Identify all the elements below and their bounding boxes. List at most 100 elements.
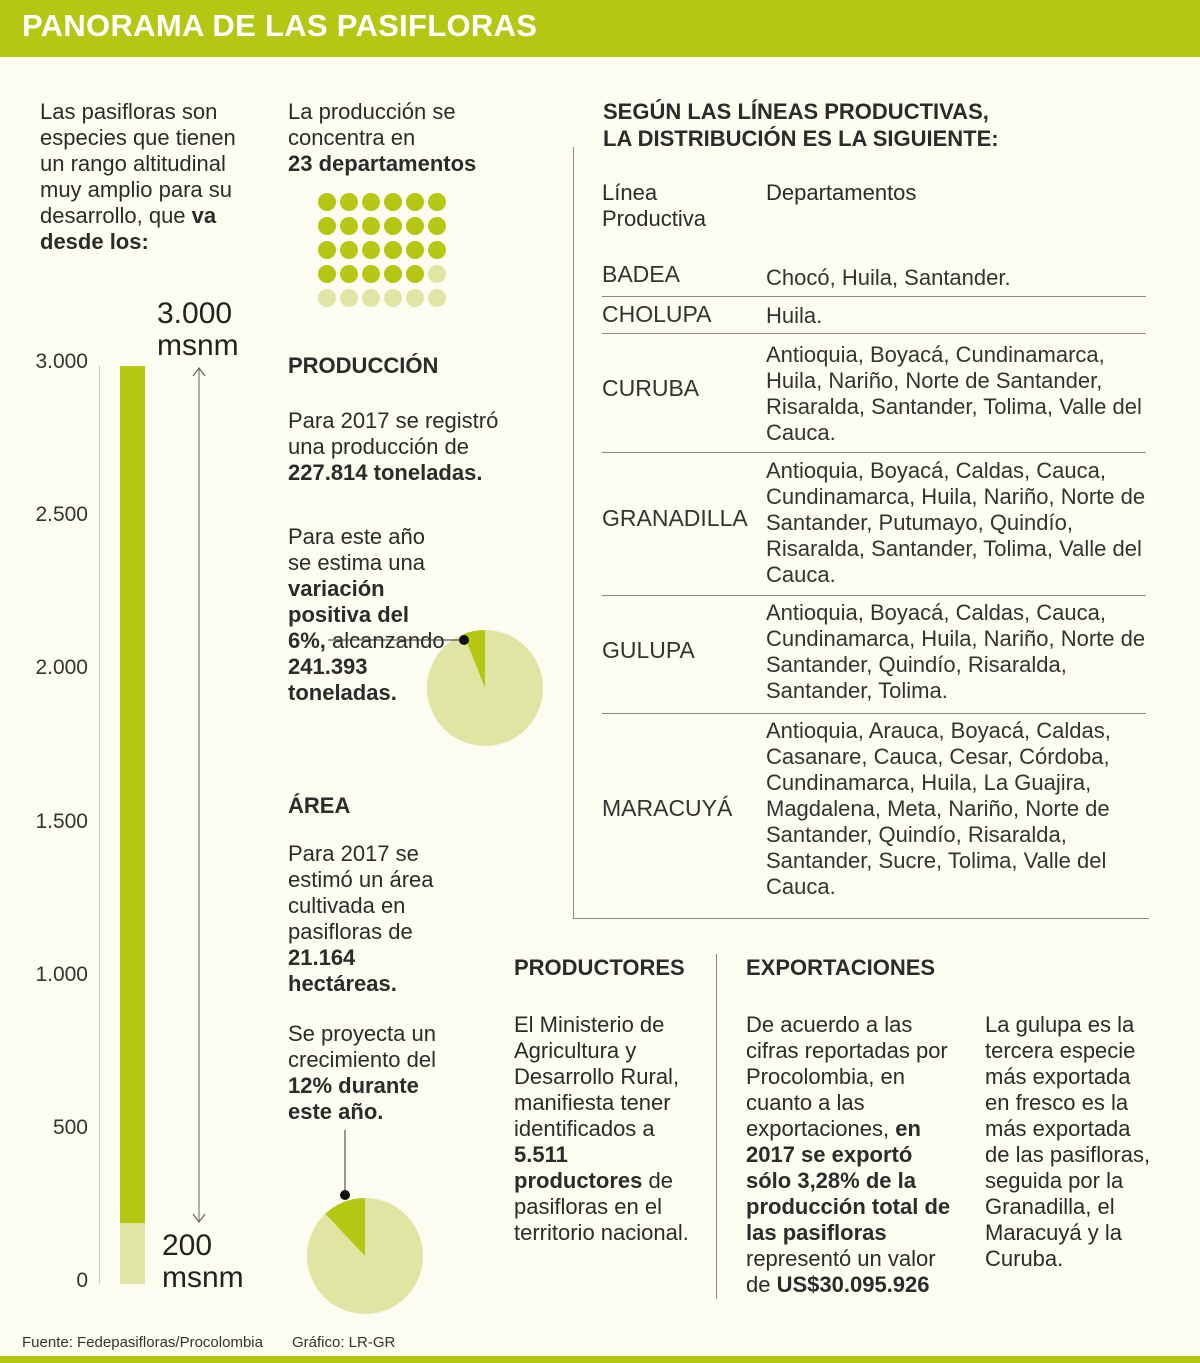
scale-tick: 1.500: [35, 810, 88, 833]
department-dot: [362, 241, 380, 259]
table-row-line: GULUPA: [602, 637, 695, 663]
department-dot: [340, 265, 358, 283]
scale-tick: 0: [76, 1269, 88, 1292]
footer-graphic: Gráfico: LR-GR: [292, 1334, 396, 1351]
department-dot: [428, 241, 446, 259]
department-dot: [406, 241, 424, 259]
area-pie-slice: [325, 1198, 365, 1256]
altitude-range-arrow: [192, 367, 206, 1223]
department-dot: [318, 217, 336, 235]
production-p2-plain: Para este año se estima una: [288, 524, 425, 575]
department-dot: [406, 193, 424, 211]
production-pie-slice: [463, 630, 485, 688]
area-text-projection: Se proyecta un crecimiento del 12% duran…: [288, 1021, 468, 1125]
area-p2-plain: Se proyecta un crecimiento del: [288, 1021, 436, 1072]
exports-plain: De acuerdo a las cifras reportadas por P…: [746, 1012, 948, 1141]
department-dots: [318, 193, 458, 313]
production-p2-bold: variación positiva del: [288, 576, 410, 627]
department-dot: [384, 193, 402, 211]
table-row-departments: Chocó, Huila, Santander.: [766, 265, 1011, 290]
area-pie: [307, 1130, 423, 1314]
area-heading: ÁREA: [288, 793, 351, 818]
scale-tick: 2.000: [35, 656, 88, 679]
department-dot: [318, 241, 336, 259]
page-title: PANORAMA DE LAS PASIFLORAS: [22, 8, 538, 43]
producers-plain2: de pasifloras en el territorio nacional.: [514, 1168, 689, 1245]
column-divider: [716, 954, 717, 1299]
table-header-departments: Departamentos: [766, 180, 917, 205]
altitude-max-unit: msnm: [157, 329, 239, 362]
scale-tick: 3.000: [35, 350, 88, 373]
altitude-base-bar: [120, 1223, 145, 1284]
department-dot: [406, 265, 424, 283]
producers-bold: 5.511 productores: [514, 1142, 643, 1193]
table-bottom-border: [573, 918, 1149, 919]
department-dot: [362, 265, 380, 283]
altitude-range-bar: [120, 366, 145, 1223]
production-p1-plain: Para 2017 se registró una producción de: [288, 408, 499, 459]
table-row-divider: [602, 452, 1146, 453]
footer-source: Fuente: Fedepasifloras/Procolombia: [22, 1334, 263, 1351]
exports-text: De acuerdo a las cifras reportadas por P…: [746, 1012, 956, 1298]
producers-plain: El Ministerio de Agricultura y Desarroll…: [514, 1012, 680, 1141]
distribution-heading: SEGÚN LAS LÍNEAS PRODUCTIVAS, LA DISTRIB…: [603, 98, 999, 152]
production-p1-bold: 227.814 toneladas.: [288, 460, 483, 485]
altitude-axis: [99, 366, 100, 1284]
distribution-heading-line2: LA DISTRIBUCIÓN ES LA SIGUIENTE:: [603, 126, 999, 151]
scale-tick: 1.000: [35, 963, 88, 986]
department-dot: [384, 241, 402, 259]
altitude-max-label: 3.000 msnm: [157, 298, 239, 362]
production-pie-marker: [459, 635, 469, 645]
department-dot: [318, 193, 336, 211]
table-row-line: CURUBA: [602, 375, 700, 401]
department-dot: [318, 265, 336, 283]
production-heading: PRODUCCIÓN: [288, 353, 439, 378]
title-bar: [0, 0, 1200, 57]
table-row-line: BADEA: [602, 261, 680, 287]
altitude-min-unit: msnm: [162, 1261, 244, 1294]
department-dot: [428, 217, 446, 235]
area-p1-bold: 21.164 hectáreas.: [288, 945, 397, 996]
department-dot: [384, 265, 402, 283]
exports-heading: EXPORTACIONES: [746, 955, 936, 980]
producers-text: El Ministerio de Agricultura y Desarroll…: [514, 1012, 694, 1246]
exports-bold: en 2017 se exportó sólo 3,28% de la prod…: [746, 1116, 951, 1245]
table-row-departments: Huila.: [766, 303, 823, 328]
concentration-text: La producción se concentra en 23 departam…: [288, 99, 508, 177]
table-row-departments: Antioquia, Boyacá, Caldas, Cauca, Cundin…: [766, 600, 1146, 703]
table-row-departments: Antioquia, Boyacá, Caldas, Cauca, Cundin…: [766, 458, 1146, 587]
area-p2-bold: 12% durante este año.: [288, 1073, 419, 1124]
department-dot: [340, 289, 358, 307]
table-row-divider: [602, 333, 1146, 334]
department-dot: [340, 217, 358, 235]
table-header-line: Línea Productiva: [602, 180, 706, 231]
area-p1-plain: Para 2017 se estimó un área cultivada en…: [288, 841, 434, 944]
producers-heading: PRODUCTORES: [514, 955, 685, 980]
scale-tick: 500: [52, 1116, 88, 1139]
intro-bold: va desde los:: [40, 203, 217, 254]
department-dot: [406, 217, 424, 235]
footer-bar: [0, 1356, 1200, 1363]
table-row-divider: [602, 296, 1146, 297]
department-dot: [428, 193, 446, 211]
intro-plain: Las pasifloras son especies que tienen u…: [40, 99, 236, 228]
department-dot: [362, 193, 380, 211]
table-row-departments: Antioquia, Arauca, Boyacá, Caldas, Casan…: [766, 718, 1111, 899]
department-dot: [340, 193, 358, 211]
department-dot: [428, 265, 446, 283]
production-p2-percent: 6%,: [288, 628, 326, 653]
department-dot: [428, 289, 446, 307]
department-dot: [384, 289, 402, 307]
production-pie: [328, 630, 543, 746]
exports-value: US$30.095.926: [776, 1272, 930, 1297]
table-row-line: CHOLUPA: [602, 301, 712, 327]
table-row-departments: Antioquia, Boyacá, Cundinamarca, Huila, …: [766, 342, 1142, 445]
exports-side-text: La gulupa es la tercera especie más expo…: [985, 1012, 1151, 1271]
scale-tick: 2.500: [35, 503, 88, 526]
area-text-2017: Para 2017 se estimó un área cultivada en…: [288, 841, 458, 997]
table-row-divider: [602, 595, 1146, 596]
concentration-plain: La producción se concentra en: [288, 99, 456, 150]
concentration-bold: 23 departamentos: [288, 151, 477, 176]
exports-plain2: representó un valor de: [746, 1246, 936, 1297]
table-row-line: GRANADILLA: [602, 505, 748, 531]
